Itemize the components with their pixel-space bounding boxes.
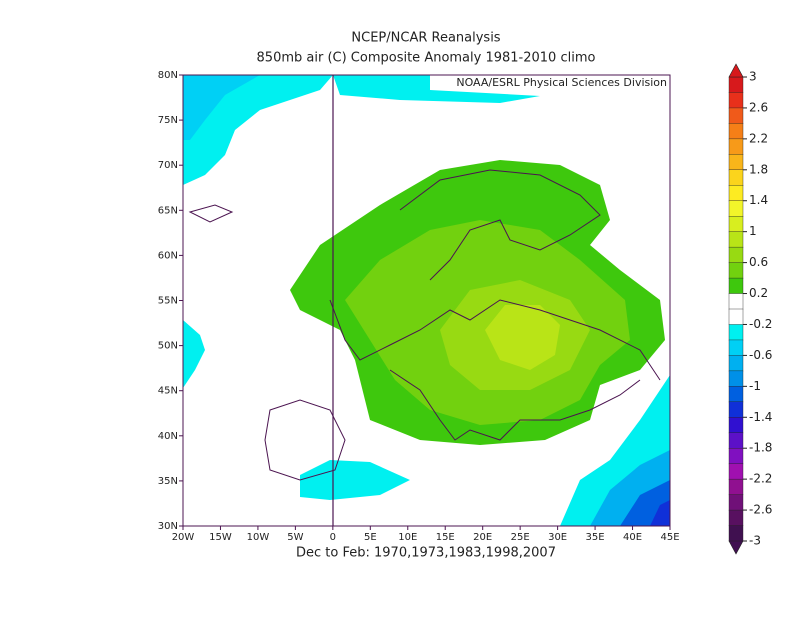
green-region	[485, 305, 560, 370]
x-tick-label: 15E	[436, 532, 455, 543]
colorbar-segment	[728, 339, 744, 356]
colorbar-segment	[728, 370, 744, 387]
colorbar-label: -3	[749, 534, 761, 548]
colorbar-label: 2.6	[749, 100, 768, 114]
cyan-region	[333, 75, 540, 103]
colorbar-segment	[728, 76, 744, 93]
colorbar-arrow	[728, 540, 744, 555]
y-tick-label: 75N	[158, 115, 178, 126]
map-fields	[183, 75, 670, 526]
colorbar-arrow	[728, 63, 744, 78]
y-tick-label: 70N	[158, 160, 178, 171]
cyan-region	[183, 75, 260, 140]
x-tick-label: 20E	[473, 532, 492, 543]
x-tick-label: 5E	[364, 532, 377, 543]
colorbar-segment	[728, 262, 744, 279]
credit: NOAA/ESRL Physical Sciences Division	[456, 76, 667, 89]
colorbar-segment	[728, 448, 744, 465]
y-tick-label: 65N	[158, 205, 178, 216]
subtitle: 850mb air (C) Composite Anomaly 1981-201…	[257, 51, 596, 66]
colorbar-segment	[728, 509, 744, 527]
colorbar-segment	[728, 92, 744, 109]
colorbar-segment	[728, 478, 744, 496]
x-tick-label: 0	[330, 532, 336, 543]
colorbar-label: -0.2	[749, 317, 772, 331]
colorbar-label: 2.2	[749, 131, 768, 145]
x-tick-label: 5W	[287, 532, 303, 543]
colorbar-segment	[728, 154, 744, 171]
y-tick-label: 60N	[158, 250, 178, 261]
colorbar-segment	[728, 138, 744, 155]
colorbar-segment	[728, 417, 744, 434]
x-tick-label: 10E	[398, 532, 417, 543]
colorbar-label: 1.8	[749, 162, 768, 176]
colorbar-segment	[728, 355, 744, 372]
y-tick-label: 55N	[158, 296, 178, 307]
colorbar-segment	[728, 231, 744, 248]
colorbar-segment	[728, 525, 744, 542]
colorbar-label: 3	[749, 70, 757, 84]
y-tick-label: 35N	[158, 476, 178, 487]
y-tick-label: 80N	[158, 70, 178, 81]
colorbar-segment	[728, 277, 744, 295]
blue-region	[650, 500, 670, 526]
cyan-region	[183, 320, 205, 388]
x-tick-label: 35E	[586, 532, 605, 543]
colorbar-segment	[728, 185, 744, 202]
x-tick-label: 40E	[623, 532, 642, 543]
coastline	[389, 369, 641, 441]
colorbar-label: -1.4	[749, 410, 772, 424]
x-tick-label: 15W	[209, 532, 232, 543]
colorbar-label: -2.6	[749, 503, 772, 517]
coastline	[188, 204, 234, 223]
colorbar-segment	[728, 215, 744, 233]
colorbar-segment	[728, 308, 744, 325]
colorbar-segment	[728, 386, 744, 403]
colorbar-segment	[728, 123, 744, 140]
colorbar-label: -1	[749, 379, 761, 393]
colorbar-segment	[728, 246, 744, 264]
coastline	[329, 299, 661, 381]
x-tick-label: 20W	[172, 532, 195, 543]
cyan-region	[183, 75, 333, 185]
colorbar-label: 0.6	[749, 255, 768, 269]
colorbar-segment	[728, 432, 744, 449]
x-tick-label: 25E	[511, 532, 530, 543]
colorbar-segment	[728, 494, 744, 511]
colorbar-segment	[728, 324, 744, 341]
title: NCEP/NCAR Reanalysis	[351, 31, 500, 46]
colorbar-label: -2.2	[749, 472, 772, 486]
x-tick-label: 10W	[247, 532, 270, 543]
coastline	[399, 169, 601, 281]
y-tick-label: 30N	[158, 521, 178, 532]
colorbar-segment	[728, 200, 744, 217]
colorbar-label: 1.4	[749, 193, 768, 207]
colorbar-segment	[728, 169, 744, 186]
colorbar-label: -1.8	[749, 441, 772, 455]
x-tick-label: 30E	[548, 532, 567, 543]
colorbar-label: -0.6	[749, 348, 772, 362]
y-tick-label: 50N	[158, 341, 178, 352]
y-tick-label: 45N	[158, 386, 178, 397]
coastline	[264, 399, 346, 481]
x-tick-label: 45E	[660, 532, 679, 543]
cyan-region	[300, 460, 410, 500]
colorbar-segment	[728, 293, 744, 310]
colorbar-segment	[728, 107, 744, 124]
footer: Dec to Feb: 1970,1973,1983,1998,2007	[296, 546, 556, 561]
colorbar-segment	[728, 401, 744, 418]
credit-box	[430, 76, 669, 90]
colorbar-label: 0.2	[749, 286, 768, 300]
colorbar-segment	[728, 463, 744, 480]
colorbar-label: 1	[749, 224, 757, 238]
y-tick-label: 40N	[158, 431, 178, 442]
